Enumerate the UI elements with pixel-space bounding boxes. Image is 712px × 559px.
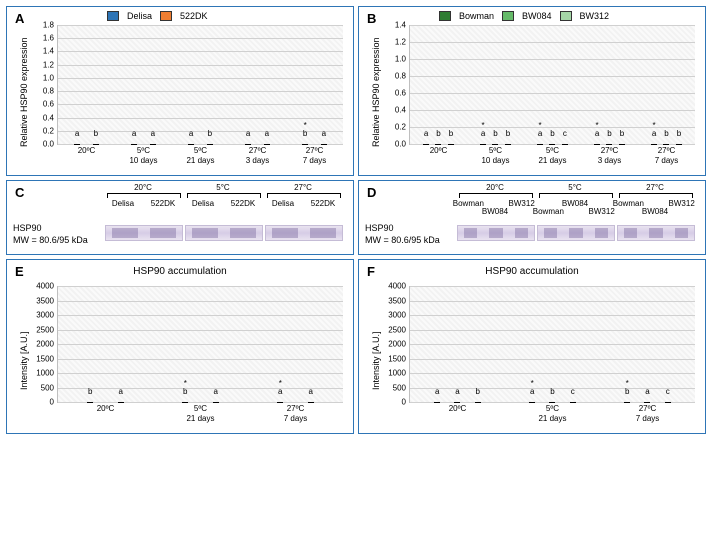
panel-c-mw: MW = 80.6/95 kDa (13, 235, 88, 245)
panel-e-chart: 05001000150020002500300035004000ba20ºC*b… (57, 286, 343, 403)
panel-e-title: HSP90 accumulation (7, 266, 353, 277)
panel-c-label: C (15, 185, 24, 200)
figure-grid: A Delisa522DK Relative HSP90 expression … (6, 6, 706, 434)
panel-b-chart: 0.00.20.40.60.81.01.21.4abb20ºC*abb5ºC10… (409, 25, 695, 145)
panel-f-chart: 05001000150020002500300035004000aab20ºC*… (409, 286, 695, 403)
panel-c: C HSP90 MW = 80.6/95 kDa 20°C5°C27°CDeli… (6, 180, 354, 255)
panel-c-protein: HSP90 (13, 223, 42, 233)
panel-d-mw: MW = 80.6/95 kDa (365, 235, 440, 245)
panel-b-legend: BowmanBW084BW312 (439, 11, 609, 21)
panel-b: B BowmanBW084BW312 Relative HSP90 expres… (358, 6, 706, 176)
panel-b-label: B (367, 11, 376, 26)
panel-a: A Delisa522DK Relative HSP90 expression … (6, 6, 354, 176)
panel-e: E HSP90 accumulation Intensity [A.U.] 05… (6, 259, 354, 434)
panel-d-protein: HSP90 (365, 223, 394, 233)
panel-a-chart: 0.00.20.40.60.81.01.21.41.61.8ab20ºCaa5º… (57, 25, 343, 145)
panel-f: F HSP90 accumulation Intensity [A.U.] 05… (358, 259, 706, 434)
panel-a-label: A (15, 11, 24, 26)
panel-f-title: HSP90 accumulation (359, 266, 705, 277)
panel-d: D HSP90 MW = 80.6/95 kDa 20°C5°C27°CBowm… (358, 180, 706, 255)
panel-d-label: D (367, 185, 376, 200)
panel-a-legend: Delisa522DK (107, 11, 208, 21)
